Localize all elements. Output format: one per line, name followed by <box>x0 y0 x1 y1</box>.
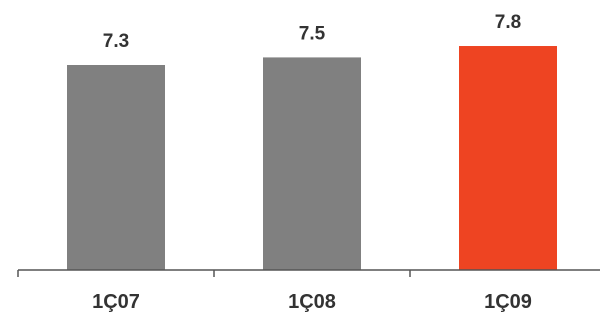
x-tick-label-1Ç07: 1Ç07 <box>92 291 140 313</box>
x-axis <box>17 269 600 277</box>
x-tick-label-1Ç09: 1Ç09 <box>484 291 532 313</box>
bars-group <box>67 46 557 270</box>
value-labels-group: 7.3 7.5 7.8 <box>103 12 521 52</box>
bar-1Ç09 <box>459 46 557 270</box>
value-label-1Ç07: 7.3 <box>103 31 129 52</box>
value-label-1Ç08: 7.5 <box>299 23 326 44</box>
value-label-1Ç09: 7.8 <box>495 12 521 33</box>
bar-1Ç07 <box>67 65 165 270</box>
x-tick-labels-group: 1Ç07 1Ç08 1Ç09 <box>92 291 532 313</box>
bar-1Ç08 <box>263 57 361 270</box>
x-tick-label-1Ç08: 1Ç08 <box>288 291 336 313</box>
